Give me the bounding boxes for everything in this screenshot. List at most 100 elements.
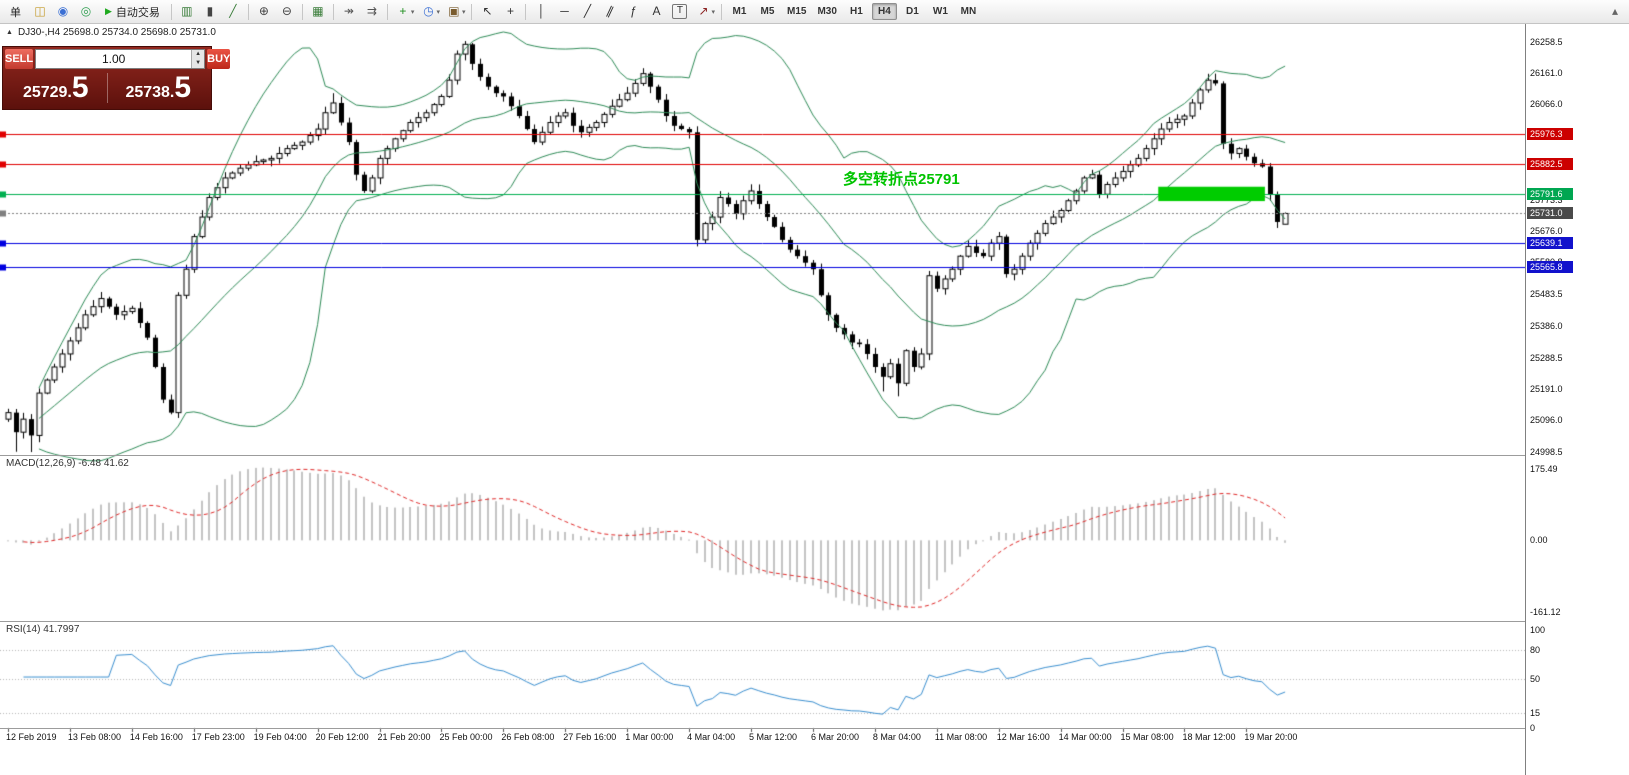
time-axis[interactable]: 12 Feb 2019 13 Feb 08:00 14 Feb 16:00 17 Fe…: [0, 729, 1525, 747]
time-axis-label: 27 Feb 16:00: [563, 732, 617, 742]
volume-input[interactable]: [36, 50, 192, 68]
auto-scroll-icon[interactable]: ↠: [343, 4, 354, 18]
toolbar-overflow-icon[interactable]: ▴: [1611, 4, 1619, 18]
one-click-toggle-icon[interactable]: ▲: [6, 29, 13, 36]
templates-button[interactable]: ▣ ▾: [443, 1, 468, 22]
rsi-indicator-label: RSI(14) 41.7997: [6, 624, 80, 635]
vertical-line-icon[interactable]: │: [537, 4, 546, 18]
macd-panel-splitter[interactable]: [0, 455, 1629, 456]
sell-price-fraction: 5: [71, 71, 89, 104]
toolbar-separator: [525, 3, 527, 20]
time-axis-label: 15 Mar 08:00: [1120, 732, 1174, 742]
bar-chart-icon[interactable]: ▥: [181, 4, 193, 18]
price-tag: 25639.1: [1527, 237, 1573, 250]
timeframe-m1-button[interactable]: M1: [732, 6, 747, 17]
timeframe-h4-button[interactable]: H4: [871, 3, 897, 20]
cursor-icon[interactable]: ↖: [482, 4, 493, 18]
time-axis-label: 19 Feb 04:00: [253, 732, 307, 742]
time-axis-label: 13 Feb 08:00: [67, 732, 121, 742]
candlestick-chart-icon[interactable]: ▮: [206, 4, 214, 18]
price-axis-label: 26258.5: [1530, 36, 1563, 47]
volume-up-button[interactable]: ▲: [191, 50, 205, 59]
rsi-scale-label: 80: [1530, 644, 1541, 655]
price-axis-label: 25676.0: [1530, 226, 1563, 237]
channel-icon[interactable]: ∥: [605, 3, 617, 19]
sell-price-button[interactable]: 25729.5: [5, 73, 107, 103]
price-tag: 25791.6: [1527, 187, 1573, 200]
periods-button[interactable]: ◷ ▾: [417, 1, 442, 22]
text-icon[interactable]: A: [652, 4, 661, 18]
indicators-button[interactable]: + ▾: [392, 1, 417, 22]
text-label-icon[interactable]: T: [672, 4, 688, 19]
chart-canvas[interactable]: [0, 24, 1525, 775]
time-axis-label: 25 Feb 00:00: [439, 732, 493, 742]
timeframe-m30-button[interactable]: M30: [817, 6, 837, 17]
chart-shift-icon[interactable]: ⇉: [366, 4, 377, 18]
price-tag: 25565.8: [1527, 261, 1573, 274]
trendline-icon[interactable]: ╱: [583, 4, 592, 18]
toolbar-separator: [471, 3, 473, 20]
tile-windows-icon[interactable]: ▦: [312, 4, 324, 18]
horizontal-line-icon[interactable]: ─: [560, 4, 569, 18]
clock-icon: ◷: [423, 4, 434, 18]
volume-spinner: ▲ ▼: [191, 50, 205, 68]
buy-price-button[interactable]: 25738.5: [108, 73, 210, 103]
time-axis-label: 4 Mar 04:00: [687, 732, 736, 742]
timeframe-d1-button[interactable]: D1: [905, 6, 919, 17]
time-axis-label: 12 Mar 16:00: [996, 732, 1050, 742]
timeframe-m15-button[interactable]: M15: [786, 6, 807, 17]
time-axis-label: 18 Mar 12:00: [1182, 732, 1236, 742]
time-axis-label: 11 Mar 08:00: [934, 732, 988, 742]
time-axis-label: 12 Feb 2019: [6, 732, 57, 742]
dropdown-caret-icon: ▾: [711, 8, 715, 16]
terminal-icon[interactable]: ◎: [80, 4, 92, 18]
navigator-icon[interactable]: ◉: [57, 4, 69, 18]
timeframe-w1-button[interactable]: W1: [932, 6, 948, 17]
rsi-scale-label: 15: [1530, 708, 1541, 719]
rsi-scale-label: 100: [1530, 625, 1546, 635]
price-axis-label: 25096.0: [1530, 415, 1563, 426]
sell-button[interactable]: SELL: [5, 49, 34, 69]
arrows-button[interactable]: ↗ ▾: [692, 1, 717, 22]
symbol-header: ▲ DJ30-,H4 25698.0 25734.0 25698.0 25731…: [6, 27, 216, 38]
toolbar: 单 ◫ ◉ ◎ ▶ 自动交易 ▥ ▮ ╱ ⊕ ⊖ ▦ ↠ ⇉ + ▾ ◷ ▾ ▣ ▾ ↖ + │ ─ ╱ ∥ ƒ A T ↗ ▾ M1 M5 M1…: [0, 0, 1629, 24]
market-watch-icon[interactable]: ◫: [34, 4, 46, 18]
one-click-trading-panel: SELL ▲ ▼ BUY 25729.5 25738.5: [2, 46, 231, 110]
zoom-out-icon[interactable]: ⊖: [281, 4, 292, 18]
price-axis[interactable]: 26258.526161.026066.025971.225876.225773…: [1525, 24, 1629, 775]
new-order-label: 单: [10, 6, 21, 19]
volume-stepper[interactable]: ▲ ▼: [35, 49, 206, 69]
time-axis-label: 17 Feb 23:00: [191, 732, 245, 742]
autotrading-button[interactable]: ▶ 自动交易: [98, 2, 167, 22]
timeframe-h1-button[interactable]: H1: [849, 6, 863, 17]
crosshair-icon[interactable]: +: [506, 4, 514, 18]
toolbar-separator: [332, 3, 334, 20]
timeframe-mn-button[interactable]: MN: [960, 6, 977, 17]
time-axis-label: 21 Feb 20:00: [377, 732, 431, 742]
chart-window: ▲ DJ30-,H4 25698.0 25734.0 25698.0 25731…: [0, 24, 1629, 775]
new-order-button[interactable]: 单: [3, 2, 28, 22]
autotrading-icon: ▶: [105, 6, 112, 16]
line-chart-icon[interactable]: ╱: [229, 4, 237, 18]
price-axis-label: 25191.0: [1530, 384, 1563, 395]
rsi-scale-label: 50: [1530, 674, 1541, 684]
time-axis-label: 26 Feb 08:00: [501, 732, 555, 742]
time-axis-label: 19 Mar 20:00: [1244, 732, 1298, 742]
price-tag: 25976.3: [1527, 127, 1573, 140]
zoom-in-icon[interactable]: ⊕: [258, 4, 269, 18]
volume-down-button[interactable]: ▼: [191, 59, 205, 68]
time-axis-label: 20 Feb 12:00: [315, 732, 369, 742]
time-axis-label: 14 Mar 00:00: [1058, 732, 1112, 742]
price-axis-label: 25483.5: [1530, 289, 1563, 300]
price-tag: 25882.5: [1527, 158, 1573, 171]
time-axis-label: 8 Mar 04:00: [872, 732, 921, 742]
price-axis-label: 24998.5: [1530, 447, 1563, 458]
timeframe-m5-button[interactable]: M5: [760, 6, 775, 17]
price-axis-label: 25386.0: [1530, 320, 1563, 331]
buy-button[interactable]: BUY: [207, 49, 231, 69]
autotrading-label: 自动交易: [115, 6, 160, 19]
chart-annotation-text: 多空转折点25791: [843, 171, 960, 188]
rsi-panel-splitter[interactable]: [0, 621, 1629, 622]
toolbar-separator: [301, 3, 303, 20]
fibonacci-icon[interactable]: ƒ: [630, 4, 637, 18]
